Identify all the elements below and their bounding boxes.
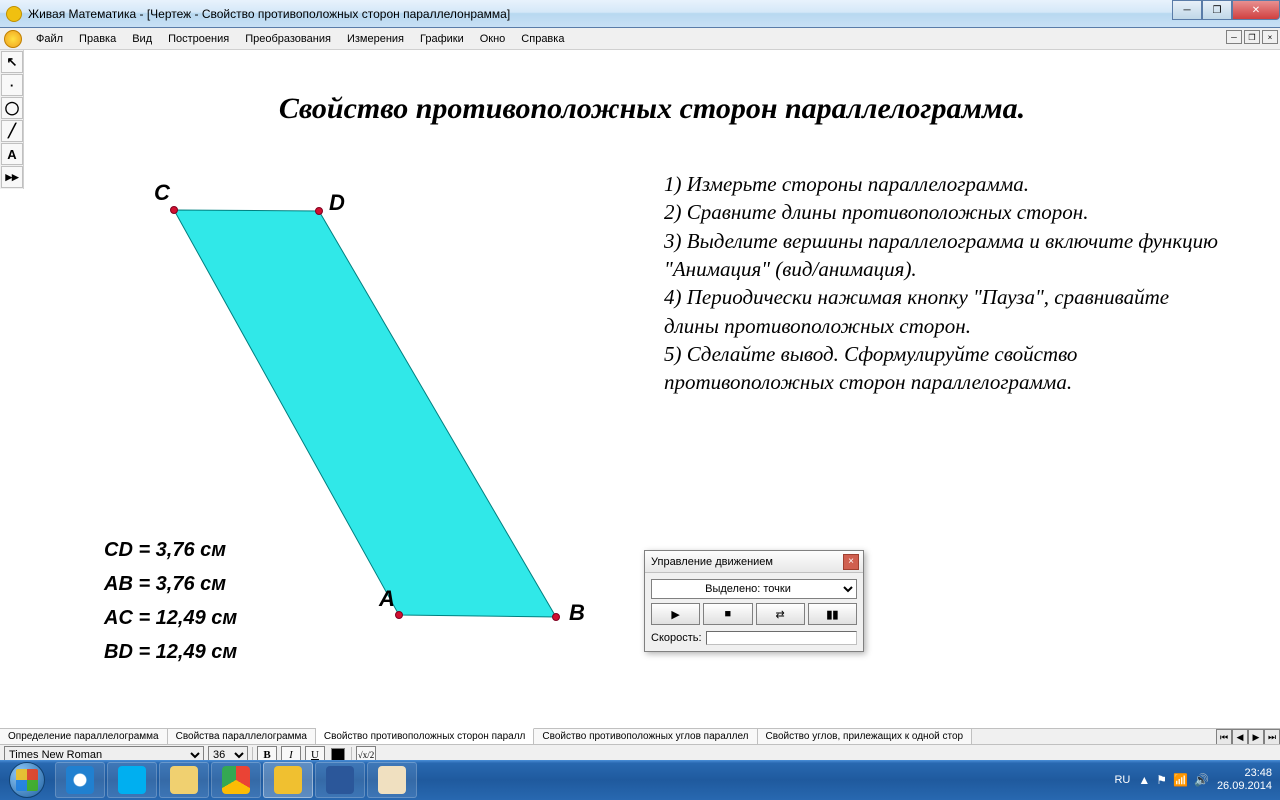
menu-вид[interactable]: Вид xyxy=(124,31,160,47)
motion-select[interactable]: Выделено: точки xyxy=(651,579,857,599)
stop-button[interactable]: ■ xyxy=(703,603,752,625)
start-button[interactable] xyxy=(0,760,54,800)
tool-2[interactable]: ◯ xyxy=(1,97,23,119)
taskbar-app-chrome[interactable] xyxy=(211,762,261,798)
window-title: Живая Математика - [Чертеж - Свойство пр… xyxy=(28,7,510,21)
motion-buttons: ▶ ■ ⇄ ▮▮ xyxy=(651,603,857,625)
tool-5[interactable]: ▸▸ xyxy=(1,166,23,188)
speed-row: Скорость: xyxy=(651,631,857,645)
minimize-button[interactable]: ─ xyxy=(1172,0,1202,20)
clock-date: 26.09.2014 xyxy=(1217,780,1272,793)
svg-text:C: C xyxy=(154,180,171,205)
clock[interactable]: 23:48 26.09.2014 xyxy=(1217,767,1272,793)
tool-palette: ↖·◯╱A▸▸ xyxy=(0,50,24,189)
menu-преобразования[interactable]: Преобразования xyxy=(237,31,339,47)
menu-построения[interactable]: Построения xyxy=(160,31,237,47)
tool-1[interactable]: · xyxy=(1,74,23,96)
svg-text:D: D xyxy=(329,190,345,215)
tool-4[interactable]: A xyxy=(1,143,23,165)
menu-графики[interactable]: Графики xyxy=(412,31,472,47)
parallelogram-shape[interactable]: C D A B xyxy=(124,180,604,650)
motion-panel-body: Выделено: точки ▶ ■ ⇄ ▮▮ Скорость: xyxy=(645,573,863,651)
maximize-button[interactable]: ❐ xyxy=(1202,0,1232,20)
mdi-close[interactable]: × xyxy=(1262,30,1278,44)
instructions-text: 1) Измерьте стороны параллелограмма.2) С… xyxy=(664,170,1224,397)
play-button[interactable]: ▶ xyxy=(651,603,700,625)
taskbar-app-ie[interactable] xyxy=(55,762,105,798)
taskbar-app-app[interactable] xyxy=(263,762,313,798)
svg-text:B: B xyxy=(569,600,585,625)
motion-close-button[interactable]: × xyxy=(843,554,859,570)
motion-panel-title[interactable]: Управление движением × xyxy=(645,551,863,573)
titlebar: Живая Математика - [Чертеж - Свойство пр… xyxy=(0,0,1280,28)
motion-title-text: Управление движением xyxy=(651,556,773,568)
menu-измерения[interactable]: Измерения xyxy=(339,31,412,47)
svg-text:A: A xyxy=(378,586,395,611)
menu-справка[interactable]: Справка xyxy=(513,31,572,47)
taskbar-app-skype[interactable] xyxy=(107,762,157,798)
taskbar: RU ▲ ⚑ 📶 🔊 23:48 26.09.2014 xyxy=(0,760,1280,800)
tray-icons[interactable]: ▲ ⚑ 📶 🔊 xyxy=(1138,773,1209,787)
close-button[interactable]: ✕ xyxy=(1232,0,1280,20)
tool-0[interactable]: ↖ xyxy=(1,51,23,73)
pause-button[interactable]: ▮▮ xyxy=(808,603,857,625)
drawing-canvas[interactable]: Свойство противоположных сторон параллел… xyxy=(24,50,1280,720)
mdi-controls: ─ ❐ × xyxy=(1226,30,1278,44)
taskbar-app-explorer[interactable] xyxy=(159,762,209,798)
motion-control-panel[interactable]: Управление движением × Выделено: точки ▶… xyxy=(644,550,864,652)
taskbar-app-word[interactable] xyxy=(315,762,365,798)
menu-правка[interactable]: Правка xyxy=(71,31,124,47)
menubar: ФайлПравкаВидПостроенияПреобразованияИзм… xyxy=(0,28,1280,50)
app-logo-icon xyxy=(4,30,22,48)
taskbar-app-paint[interactable] xyxy=(367,762,417,798)
reverse-button[interactable]: ⇄ xyxy=(756,603,805,625)
clock-time: 23:48 xyxy=(1217,767,1272,780)
mdi-minimize[interactable]: ─ xyxy=(1226,30,1242,44)
tray-volume-icon[interactable]: 🔊 xyxy=(1194,773,1209,787)
app-icon xyxy=(6,6,22,22)
system-tray: RU ▲ ⚑ 📶 🔊 23:48 26.09.2014 xyxy=(1114,767,1280,793)
tray-flag-icon[interactable]: ▲ xyxy=(1138,773,1150,787)
speed-label: Скорость: xyxy=(651,632,702,644)
menu-файл[interactable]: Файл xyxy=(28,31,71,47)
language-indicator[interactable]: RU xyxy=(1114,774,1130,786)
speed-slider[interactable] xyxy=(706,631,857,645)
page-title: Свойство противоположных сторон параллел… xyxy=(24,92,1280,126)
mdi-restore[interactable]: ❐ xyxy=(1244,30,1260,44)
tray-action-icon[interactable]: ⚑ xyxy=(1156,773,1167,787)
window-controls: ─ ❐ ✕ xyxy=(1172,0,1280,20)
tool-3[interactable]: ╱ xyxy=(1,120,23,142)
menu-окно[interactable]: Окно xyxy=(472,31,514,47)
tray-network-icon[interactable]: 📶 xyxy=(1173,773,1188,787)
